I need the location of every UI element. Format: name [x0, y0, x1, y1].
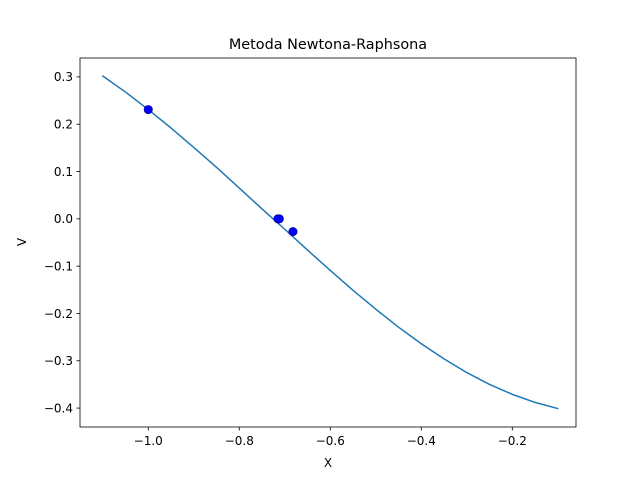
y-axis-label: V — [15, 237, 29, 246]
data-point — [143, 105, 153, 115]
plot-area — [102, 75, 559, 410]
x-tick-label: −0.4 — [407, 434, 436, 448]
y-tick-label: −0.4 — [44, 401, 73, 415]
x-tick-label: −0.8 — [225, 434, 254, 448]
y-tick-label: −0.1 — [44, 259, 73, 273]
series-line — [102, 75, 559, 410]
data-point — [288, 227, 298, 237]
y-tick-label: −0.3 — [44, 354, 73, 368]
y-tick-label: 0.0 — [54, 212, 73, 226]
y-tick-label: 0.2 — [54, 118, 73, 132]
plot-frame — [79, 57, 577, 428]
x-axis-label: X — [324, 456, 332, 470]
y-tick-label: 0.3 — [54, 70, 73, 84]
x-tick-label: −0.2 — [498, 434, 527, 448]
chart-title: Metoda Newtona-Raphsona — [229, 37, 427, 53]
axes: −1.0 −0.8 −0.6 −0.4 −0.2 0.3 0.2 0.1 0.0 −0.1 −0.2… — [44, 57, 577, 448]
x-tick-label: −0.6 — [316, 434, 345, 448]
y-tick-label: 0.1 — [54, 165, 73, 179]
x-tick-label: −1.0 — [134, 434, 163, 448]
y-tick-label: −0.2 — [44, 307, 73, 321]
data-point — [274, 214, 284, 224]
